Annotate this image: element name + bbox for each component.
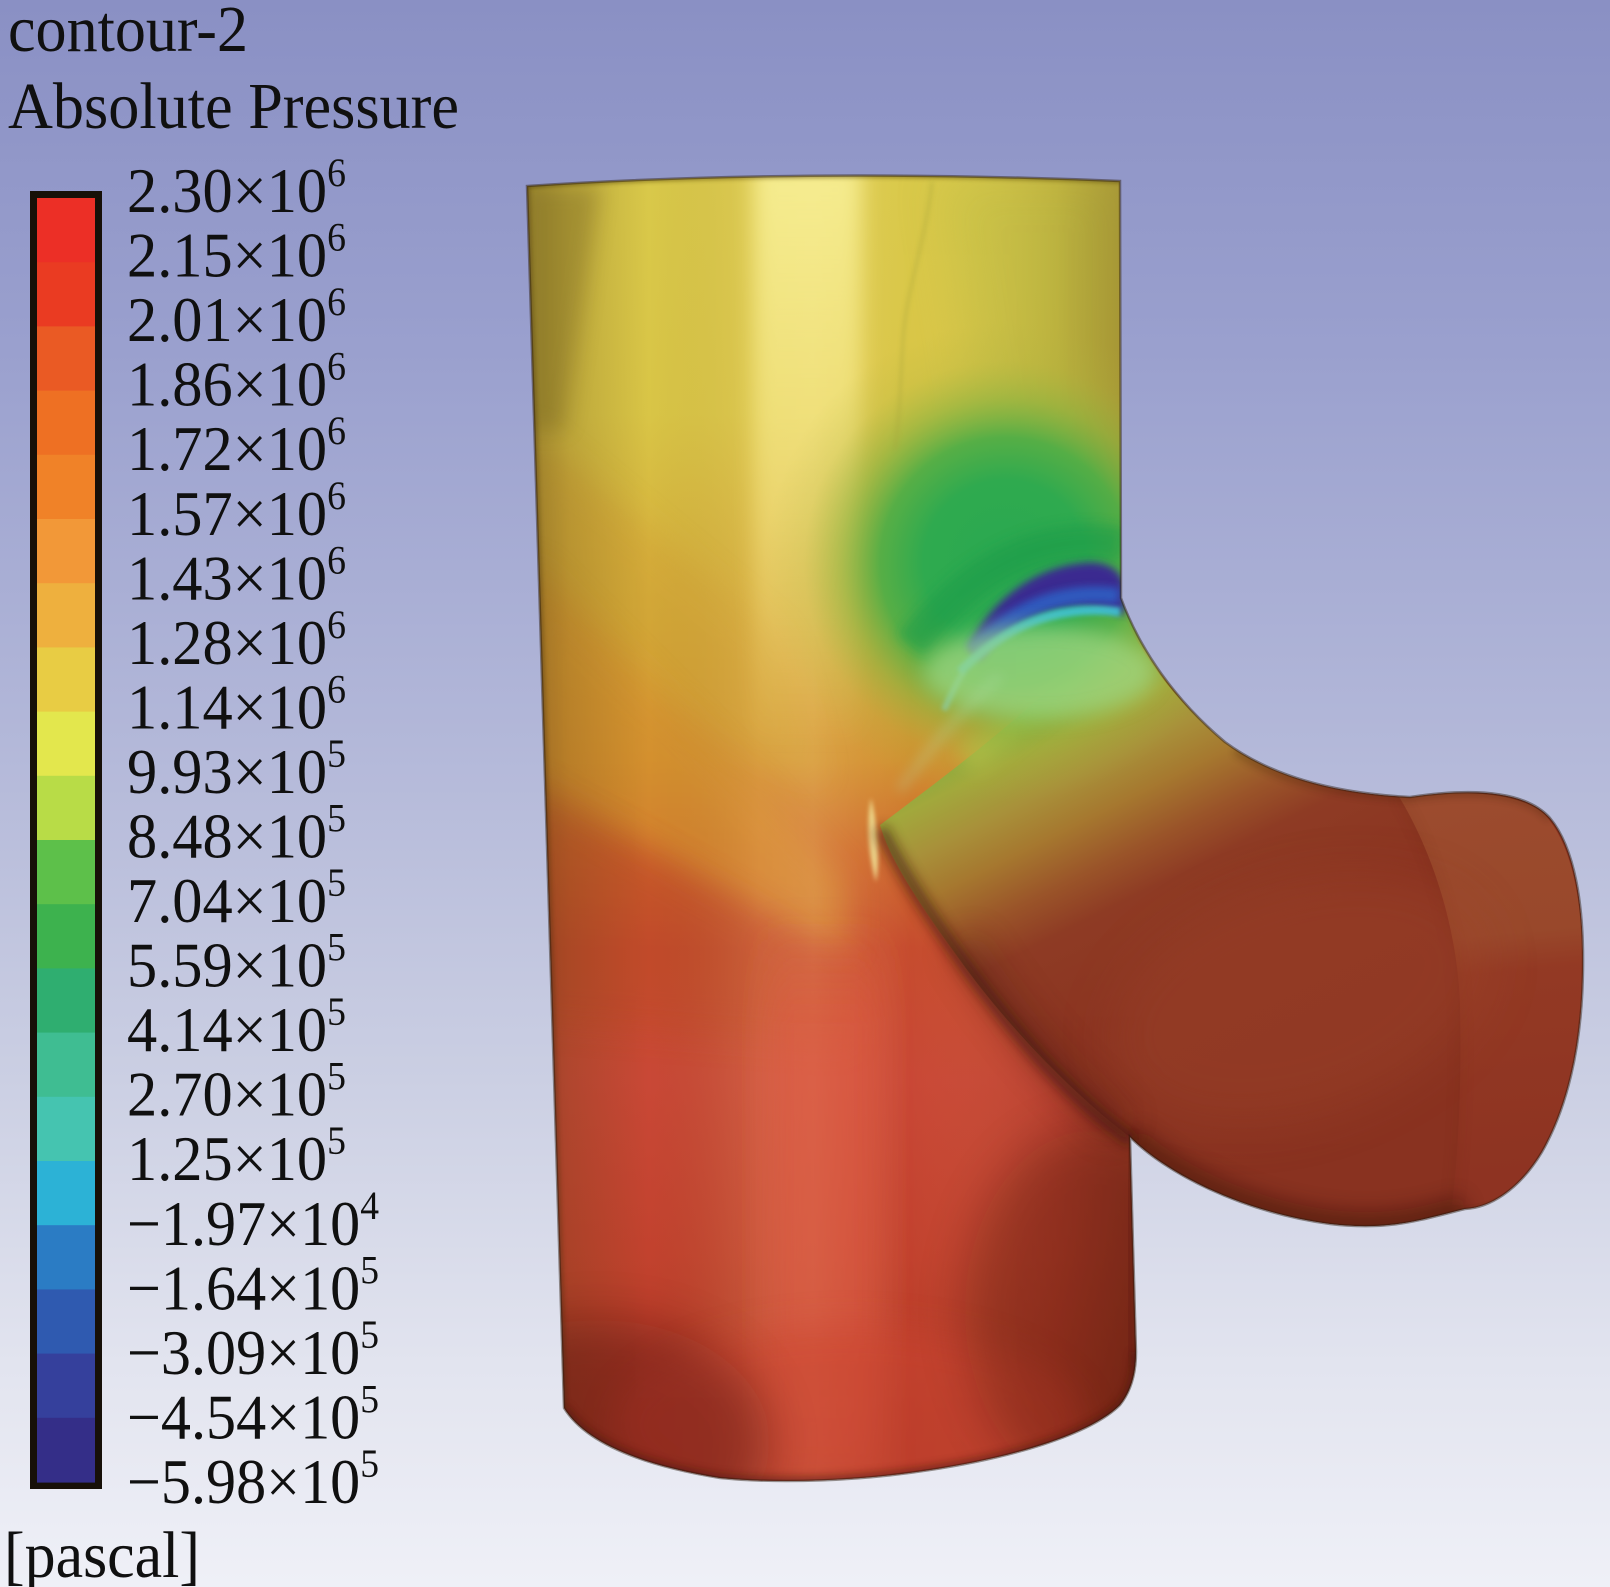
svg-text:−5.98×105: −5.98×105 — [127, 1441, 379, 1517]
svg-text:1.86×106: 1.86×106 — [127, 344, 346, 420]
svg-text:1.28×106: 1.28×106 — [127, 602, 346, 678]
svg-text:1.25×105: 1.25×105 — [127, 1118, 346, 1194]
svg-text:−1.97×104: −1.97×104 — [127, 1183, 379, 1259]
svg-text:[pascal]: [pascal] — [4, 1519, 200, 1587]
svg-text:7.04×105: 7.04×105 — [127, 860, 346, 936]
svg-text:Absolute Pressure: Absolute Pressure — [8, 70, 459, 143]
svg-text:−3.09×105: −3.09×105 — [127, 1312, 379, 1388]
svg-text:contour-2: contour-2 — [8, 0, 248, 66]
svg-text:9.93×105: 9.93×105 — [127, 731, 346, 807]
svg-text:1.57×106: 1.57×106 — [127, 473, 346, 549]
svg-text:5.59×105: 5.59×105 — [127, 925, 346, 1001]
svg-text:8.48×105: 8.48×105 — [127, 796, 346, 872]
svg-text:2.01×106: 2.01×106 — [127, 279, 346, 355]
svg-text:2.15×106: 2.15×106 — [127, 215, 346, 291]
svg-text:2.30×106: 2.30×106 — [127, 150, 346, 226]
svg-text:1.43×106: 1.43×106 — [127, 537, 346, 613]
svg-text:1.72×106: 1.72×106 — [127, 408, 346, 484]
svg-text:−4.54×105: −4.54×105 — [127, 1377, 379, 1453]
svg-text:2.70×105: 2.70×105 — [127, 1054, 346, 1130]
svg-text:1.14×106: 1.14×106 — [127, 666, 346, 742]
svg-text:−1.64×105: −1.64×105 — [127, 1247, 379, 1323]
svg-text:4.14×105: 4.14×105 — [127, 989, 346, 1065]
